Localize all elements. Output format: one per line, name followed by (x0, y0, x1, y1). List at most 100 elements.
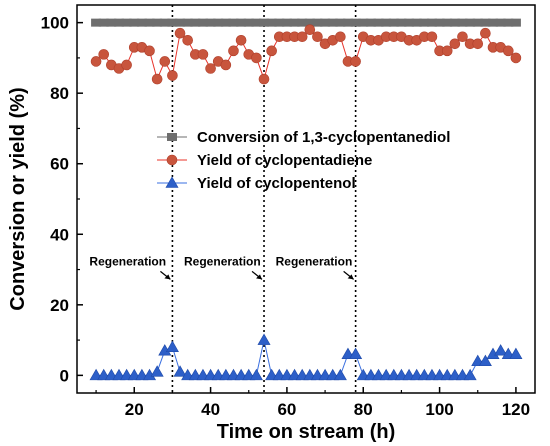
cyclopentadiene-marker (90, 56, 102, 67)
cyclopentadiene-marker (457, 31, 468, 43)
cyclopentadiene-marker (220, 59, 232, 71)
conversion-marker (113, 18, 124, 27)
conversion-marker (358, 18, 369, 27)
cyclopentadiene-marker (480, 27, 491, 39)
annotation-arrowhead (347, 274, 354, 280)
conversion-marker (495, 18, 506, 27)
conversion-marker (243, 18, 254, 27)
conversion-marker (236, 18, 247, 27)
conversion-marker (488, 18, 499, 27)
cyclopentadiene-marker (350, 56, 361, 67)
conversion-marker (320, 18, 331, 27)
cyclopentadiene-marker (312, 31, 323, 43)
conversion-marker (426, 18, 437, 27)
plot-layer: 20 40 60 80 100 120 0 20 40 60 80 100 Regeneration Re… (41, 4, 536, 419)
legend-circle-marker (166, 154, 178, 166)
cyclopentadiene-marker (159, 56, 171, 67)
conversion-marker (404, 18, 415, 27)
cyclopentadiene-marker (472, 38, 484, 50)
conversion-marker (472, 18, 483, 27)
conversion-marker (327, 18, 338, 27)
cyclopentadiene-marker (98, 49, 110, 60)
cyclopentadiene-marker (266, 45, 277, 57)
conversion-marker (442, 18, 453, 27)
cyclopentadiene-marker (228, 45, 239, 57)
conversion-marker (91, 18, 102, 27)
conversion-marker (274, 18, 285, 27)
cyclopentadiene-marker (167, 70, 178, 81)
cyclopentadiene-marker (304, 24, 316, 35)
cyclopentenol-marker (257, 333, 271, 345)
conversion-marker (434, 18, 445, 27)
y-tick-label: 60 (50, 155, 69, 174)
conversion-marker (503, 18, 514, 27)
conversion-marker (266, 18, 277, 27)
y-tick-label: 40 (50, 225, 69, 244)
conversion-marker (167, 18, 178, 27)
conversion-marker (175, 18, 186, 27)
conversion-marker (259, 18, 270, 27)
cyclopentadiene-marker (121, 59, 132, 71)
annotation-arrowhead (256, 274, 263, 280)
cyclopentadiene-marker (510, 52, 522, 64)
cyclopentadiene-marker (449, 38, 461, 50)
cyclopentenol-marker (463, 368, 477, 381)
regeneration-annotation: Regeneration (89, 254, 166, 268)
cyclopentadiene-marker (197, 49, 209, 60)
conversion-marker (419, 18, 430, 27)
conversion-marker (365, 18, 376, 27)
conversion-marker (106, 18, 117, 27)
cyclopentenol-marker (249, 368, 263, 381)
conversion-marker (98, 18, 109, 27)
y-axis-title: Conversion or yield (%) (7, 87, 29, 310)
conversion-marker (159, 18, 170, 27)
cyclopentadiene-marker (426, 31, 438, 43)
conversion-marker (121, 18, 132, 27)
cyclopentadiene-marker (296, 31, 308, 43)
conversion-marker (411, 18, 422, 27)
conversion-marker (312, 18, 323, 27)
legend-label: Yield of cyclopentenol (197, 175, 356, 192)
conversion-marker (342, 18, 353, 27)
y-tick-label: 0 (60, 366, 69, 385)
cyclopentenol-marker (494, 344, 508, 356)
conversion-marker (129, 18, 140, 27)
x-tick-label: 60 (277, 400, 296, 419)
annotation-arrowhead (164, 274, 171, 280)
legend-label: Conversion of 1,3-cyclopentanediol (197, 129, 450, 146)
conversion-marker (205, 18, 216, 27)
cyclopentadiene-marker (174, 27, 186, 39)
conversion-marker (381, 18, 392, 27)
x-tick-label: 40 (201, 400, 220, 419)
conversion-marker (182, 18, 193, 27)
cyclopentadiene-marker (502, 45, 514, 57)
cyclopentadiene-marker (205, 63, 216, 74)
x-tick-label: 100 (425, 400, 453, 419)
conversion-marker (465, 18, 476, 27)
x-tick-label: 20 (125, 400, 144, 419)
cyclopentadiene-marker (335, 31, 346, 43)
cyclopentadiene-marker (251, 52, 262, 64)
cyclopentenol-marker (150, 365, 164, 377)
cyclopentenol-marker (333, 368, 347, 381)
cyclopentadiene-marker (151, 73, 163, 85)
legend-triangle-marker (165, 176, 179, 188)
cyclopentadiene-marker (144, 45, 155, 57)
x-tick-label: 80 (354, 400, 373, 419)
conversion-marker (152, 18, 163, 27)
conversion-marker (396, 18, 407, 27)
conversion-marker (297, 18, 308, 27)
cyclopentenol-marker (173, 365, 187, 377)
cyclopentadiene-marker (441, 45, 453, 57)
cyclopentenol-marker (509, 347, 523, 360)
cyclopentadiene-marker (258, 73, 270, 85)
conversion-marker (144, 18, 155, 27)
conversion-marker (373, 18, 384, 27)
y-tick-label: 80 (50, 84, 69, 103)
cyclopentenol-marker (165, 340, 179, 352)
conversion-marker (190, 18, 201, 27)
legend-label: Yield of cyclopentadiene (197, 152, 372, 169)
conversion-marker (220, 18, 231, 27)
y-tick-label: 100 (41, 14, 69, 33)
